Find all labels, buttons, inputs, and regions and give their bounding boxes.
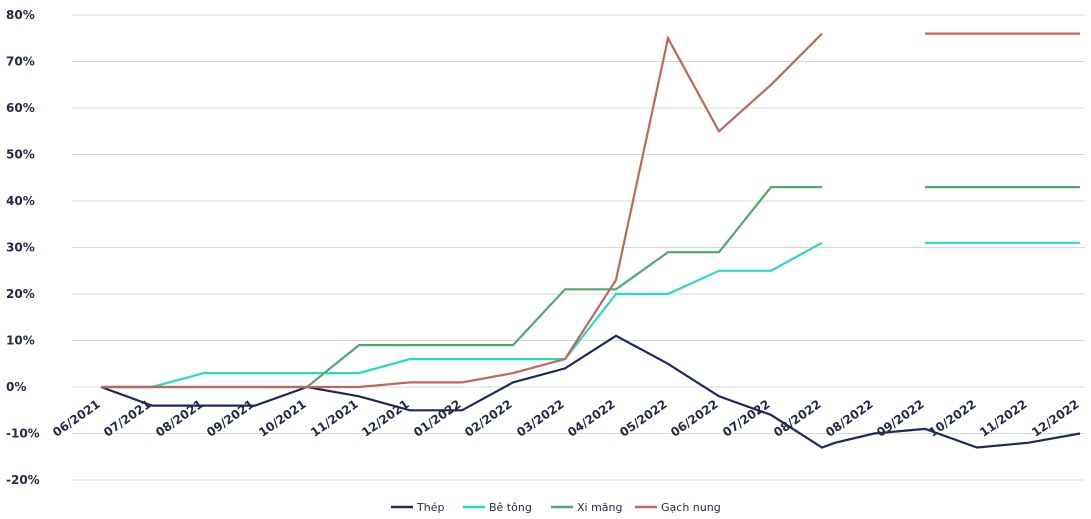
- series-lines: [100, 32, 1081, 449]
- y-tick-label: 0%: [6, 380, 26, 394]
- legend-label: Gạch nung: [661, 501, 721, 514]
- y-tick-label: 30%: [6, 241, 35, 255]
- y-tick-label: 50%: [6, 148, 35, 162]
- y-tick-label: 60%: [6, 101, 35, 115]
- legend-label: Xi măng: [577, 501, 623, 514]
- y-tick-label: -20%: [6, 473, 40, 487]
- y-tick-label: -10%: [6, 427, 40, 441]
- series-line-3: [101, 186, 822, 389]
- gridlines: [72, 14, 1085, 481]
- series-line-2: [101, 241, 823, 389]
- series-line-4: [101, 32, 823, 389]
- y-tick-label: 80%: [6, 8, 35, 22]
- y-tick-label: 20%: [6, 287, 35, 301]
- legend-label: Thép: [416, 501, 444, 514]
- legend: Thép Bê tông Xi măng Gạch nung: [391, 501, 721, 514]
- y-tick-label: 70%: [6, 55, 35, 69]
- legend-label: Bê tông: [489, 501, 532, 514]
- y-tick-label: 40%: [6, 194, 35, 208]
- y-tick-label: 10%: [6, 334, 35, 348]
- series-line-1: [100, 334, 1081, 449]
- y-axis-tick-labels: 80% 70% 60% 50% 40% 30% 20% 10% 0% -10% -20%: [6, 8, 40, 487]
